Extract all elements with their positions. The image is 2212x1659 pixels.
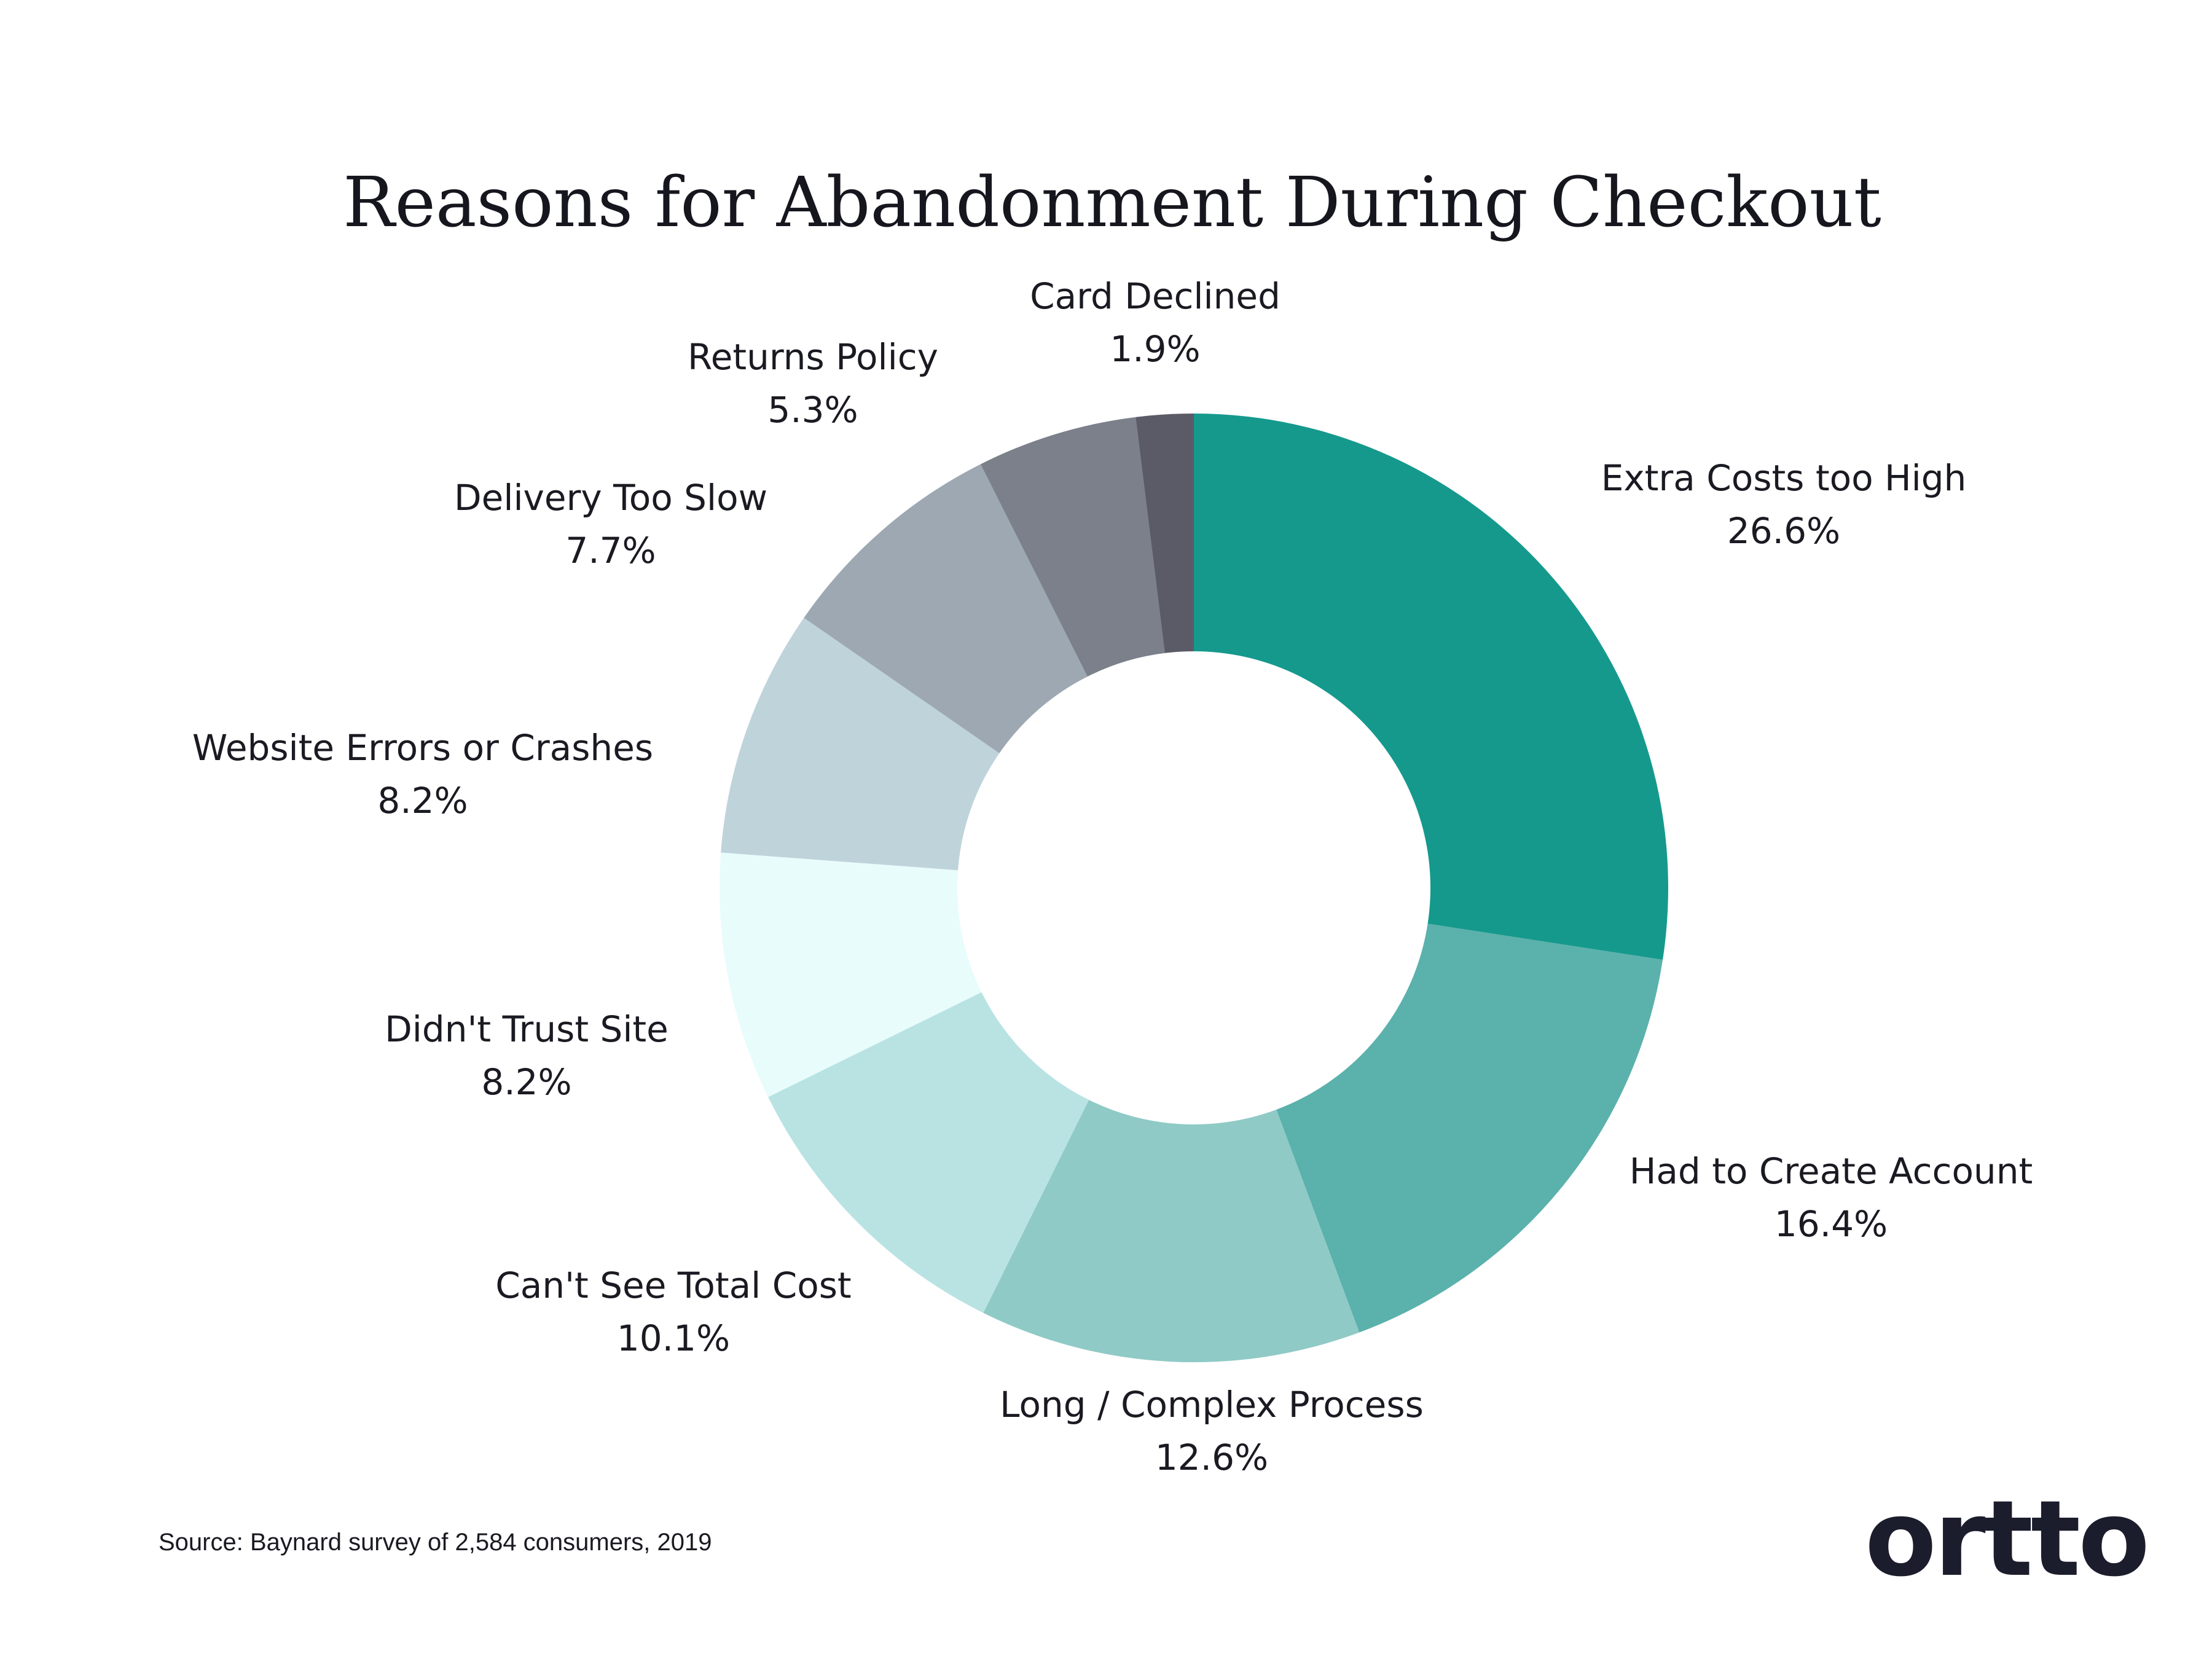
slice-had-to-create-account (1276, 924, 1663, 1333)
slice-label-delivery-too-slow: Delivery Too Slow (454, 477, 767, 519)
slice-label-didn-t-trust-site: Didn't Trust Site (385, 1008, 669, 1050)
slice-value-website-errors-or-crashes: 8.2% (377, 780, 468, 822)
slice-didn-t-trust-site (720, 852, 982, 1097)
slice-label-long-complex-process: Long / Complex Process (1000, 1384, 1424, 1426)
slice-long-complex-process (983, 1099, 1360, 1362)
slice-website-errors-or-crashes (721, 618, 1000, 871)
slice-label-had-to-create-account: Had to Create Account (1630, 1150, 2033, 1192)
slice-label-website-errors-or-crashes: Website Errors or Crashes (192, 727, 653, 769)
slice-label-can-t-see-total-cost: Can't See Total Cost (495, 1265, 851, 1306)
chart-title: Reasons for Abandonment During Checkout (343, 163, 1881, 243)
slice-value-extra-costs-too-high: 26.6% (1727, 510, 1840, 552)
slice-returns-policy (980, 417, 1165, 677)
slice-can-t-see-total-cost (768, 992, 1089, 1313)
slice-value-long-complex-process: 12.6% (1155, 1437, 1268, 1478)
slice-value-delivery-too-slow: 7.7% (565, 530, 656, 571)
ortto-logo: ortto (1865, 1478, 2147, 1600)
slice-label-returns-policy: Returns Policy (688, 336, 938, 378)
slice-delivery-too-slow (804, 464, 1088, 753)
slice-value-had-to-create-account: 16.4% (1775, 1203, 1888, 1245)
slice-labels: Extra Costs too High 26.6% Had to Create A… (192, 275, 2033, 1478)
slice-value-can-t-see-total-cost: 10.1% (617, 1317, 730, 1359)
slice-extra-costs-too-high (1194, 414, 1668, 960)
slice-value-returns-policy: 5.3% (767, 389, 858, 431)
slice-label-card-declined: Card Declined (1030, 275, 1281, 317)
slice-value-didn-t-trust-site: 8.2% (481, 1061, 571, 1103)
source-note: Source: Baynard survey of 2,584 consumer… (159, 1529, 712, 1556)
slice-label-extra-costs-too-high: Extra Costs too High (1601, 457, 1967, 499)
donut-slices (720, 414, 1668, 1362)
slice-card-declined (1135, 414, 1194, 653)
slice-value-card-declined: 1.9% (1110, 328, 1200, 370)
